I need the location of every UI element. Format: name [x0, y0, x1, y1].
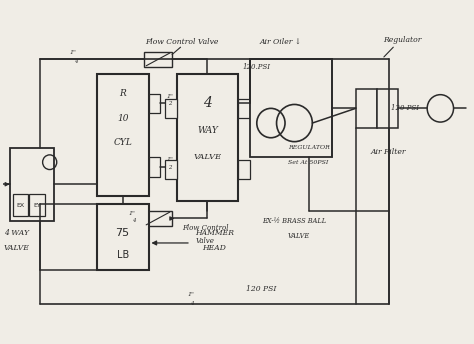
- Text: 1": 1": [166, 94, 173, 99]
- Text: 1": 1": [128, 211, 136, 216]
- Text: 120 PSI: 120 PSI: [391, 104, 419, 112]
- Text: 10: 10: [117, 114, 128, 123]
- Text: Valve: Valve: [196, 237, 214, 245]
- Text: 4 WAY: 4 WAY: [4, 229, 29, 237]
- Text: Set At 50PSI: Set At 50PSI: [288, 160, 329, 165]
- Bar: [165, 160, 177, 179]
- Bar: [238, 160, 250, 179]
- Bar: [356, 89, 377, 128]
- Text: 4: 4: [132, 218, 135, 224]
- Text: Flow Control Valve: Flow Control Valve: [145, 38, 218, 46]
- Text: 4: 4: [190, 301, 193, 306]
- Bar: [29, 194, 45, 216]
- Text: EY: EY: [33, 203, 41, 208]
- Bar: [97, 74, 148, 196]
- Text: 4: 4: [74, 60, 77, 64]
- Text: Regulator: Regulator: [383, 36, 422, 44]
- Text: HEAD: HEAD: [202, 244, 227, 252]
- Text: 1": 1": [70, 50, 77, 55]
- Bar: [148, 157, 160, 177]
- Bar: [148, 94, 160, 113]
- Bar: [250, 60, 332, 157]
- Text: EX-½ BRASS BALL: EX-½ BRASS BALL: [263, 217, 327, 225]
- Text: 120.PSI: 120.PSI: [243, 63, 271, 71]
- Bar: [13, 194, 28, 216]
- Bar: [177, 74, 238, 201]
- Bar: [165, 99, 177, 118]
- Text: Air Filter: Air Filter: [371, 148, 406, 157]
- Text: 1": 1": [187, 292, 194, 297]
- Text: 4: 4: [203, 96, 212, 110]
- Text: EX: EX: [17, 203, 25, 208]
- Bar: [377, 89, 398, 128]
- Bar: [144, 52, 172, 67]
- Bar: [238, 99, 250, 118]
- Text: 75: 75: [116, 228, 130, 238]
- Text: VALVE: VALVE: [193, 153, 221, 161]
- Text: Air Oiler ↓: Air Oiler ↓: [259, 38, 301, 46]
- Text: 2: 2: [168, 165, 172, 170]
- Text: 1": 1": [166, 157, 173, 162]
- Text: LB: LB: [117, 250, 129, 260]
- Text: Flow Control: Flow Control: [182, 224, 228, 232]
- Text: REGULATOR: REGULATOR: [288, 145, 329, 150]
- Text: VALVE: VALVE: [4, 244, 30, 252]
- Text: R: R: [119, 89, 126, 98]
- Bar: [9, 148, 55, 221]
- Bar: [144, 211, 172, 226]
- Text: WAY: WAY: [197, 126, 218, 135]
- Bar: [97, 204, 148, 270]
- Text: VALVE: VALVE: [288, 232, 310, 240]
- Text: CYL: CYL: [113, 138, 132, 147]
- Text: HAMMER: HAMMER: [195, 229, 234, 237]
- Text: 120 PSI: 120 PSI: [246, 286, 277, 293]
- Text: 2: 2: [168, 101, 172, 106]
